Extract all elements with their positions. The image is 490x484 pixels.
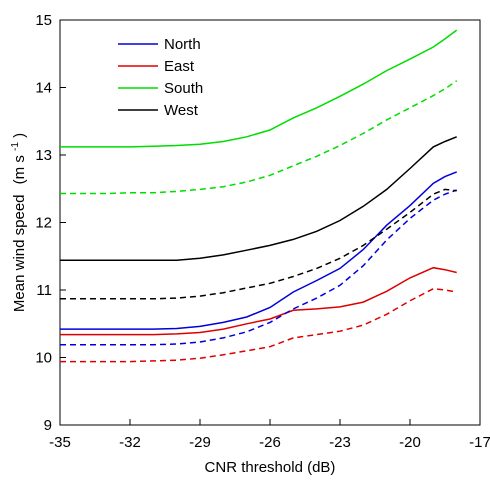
y-tick-label: 10 <box>35 350 52 367</box>
legend: North East South West <box>118 36 203 119</box>
series-line-west-solid <box>60 136 457 262</box>
plot-frame <box>59 19 481 426</box>
x-tick-label: -26 <box>259 434 281 451</box>
series-line-unnamed-5-dashed <box>60 287 457 363</box>
series-line-south-solid <box>60 29 458 148</box>
y-tick-label: 9 <box>44 417 52 434</box>
y-axis-label-unit-exponent: -1 <box>10 142 21 151</box>
x-tick-label: -20 <box>399 434 421 451</box>
y-axis-label: Mean wind speed (m s -1 ) <box>5 133 28 312</box>
x-axis-label: CNR threshold (dB) <box>205 459 336 476</box>
y-tick-label: 13 <box>35 147 52 164</box>
x-tick-label: -32 <box>119 434 141 451</box>
x-tick-label: -17 <box>469 434 490 451</box>
y-tick-label: 14 <box>35 80 52 97</box>
legend-label-west: West <box>164 102 199 119</box>
y-axis-label-unit: (m s <box>11 155 28 184</box>
x-tick-label: -23 <box>329 434 351 451</box>
series-line-unnamed-4-dashed <box>60 189 457 346</box>
x-tick-label: -35 <box>49 434 71 451</box>
x-tick-label: -29 <box>189 434 211 451</box>
series-layer <box>60 29 458 363</box>
axes: 9 10 11 12 13 14 15 -35 -32 -29 -26 -23 -20 -17 <box>35 12 490 451</box>
series-line-east-solid <box>60 266 457 336</box>
legend-label-east: East <box>164 58 195 75</box>
y-axis-label-main: Mean wind speed <box>11 195 28 313</box>
series-line-unnamed-6-dashed <box>60 80 458 195</box>
legend-label-south: South <box>164 80 203 97</box>
legend-label-north: North <box>164 36 201 53</box>
y-tick-label: 15 <box>35 12 52 29</box>
y-tick-label: 12 <box>35 215 52 232</box>
y-axis-label-unit-close: ) <box>11 133 28 138</box>
series-line-unnamed-7-dashed <box>60 188 457 300</box>
y-tick-label: 11 <box>36 282 52 299</box>
series-line-north-solid <box>60 171 457 330</box>
